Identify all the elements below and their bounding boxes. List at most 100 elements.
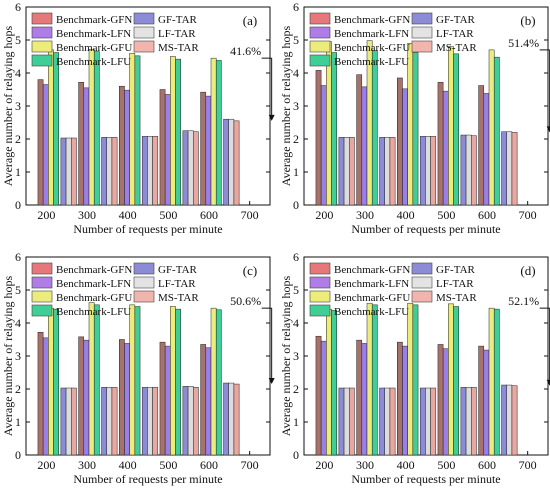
legend-swatch-benchmark-gfu <box>31 40 53 53</box>
y-tick-label: 1 <box>293 415 299 429</box>
bar-benchmark-gfu-group-3-benchmark <box>129 304 136 456</box>
legend-label-ms-tar: MS-TAR <box>436 292 477 304</box>
bar-ms-tar-group-4-tar <box>471 135 477 206</box>
bar-benchmark-gfn-group-2-benchmark <box>356 339 363 456</box>
x-tick-label: 300 <box>356 458 374 472</box>
y-tick-label: 4 <box>15 66 21 80</box>
y-tick-label: 5 <box>293 283 299 297</box>
bar-ms-tar-group-3-tar <box>430 136 437 206</box>
bar-benchmark-gfu-group-2-benchmark <box>366 302 373 456</box>
y-tick-label: 2 <box>15 382 21 396</box>
legend-label-benchmark-gfu: Benchmark-GFU <box>334 292 410 304</box>
x-tick-label: 600 <box>478 208 496 222</box>
x-tick-label: 400 <box>397 208 415 222</box>
bar-gf-tar-group-2-tar <box>379 387 385 456</box>
legend-swatch-benchmark-gfn <box>309 262 331 275</box>
y-axis-label: Average number of relaying hops <box>279 275 293 436</box>
legend-label-ms-tar: MS-TAR <box>158 42 199 54</box>
bar-ms-tar-group-4-tar <box>193 131 199 206</box>
legend-label-benchmark-lfn: Benchmark-LFN <box>334 28 409 40</box>
bar-benchmark-gfn-group-2-benchmark <box>78 336 85 456</box>
legend: Benchmark-GFN Benchmark-LFN Benchmark-GFU B… <box>31 12 199 68</box>
bar-benchmark-gfn-group-4-benchmark <box>437 344 444 456</box>
bar-benchmark-lfn-group-4-benchmark <box>442 348 449 456</box>
bar-gf-tar-group-1-tar <box>338 387 345 456</box>
bar-benchmark-lfn-group-2-benchmark <box>83 339 90 456</box>
bar-gf-tar-group-3-tar <box>419 387 426 456</box>
bar-gf-tar-group-5-tar <box>501 131 507 206</box>
bar-gf-tar-group-1-tar <box>338 137 345 206</box>
legend-label-gf-tar: GF-TAR <box>158 14 198 26</box>
bar-lf-tar-group-4-tar <box>187 386 194 456</box>
y-tick-label: 6 <box>293 250 299 264</box>
y-tick-label: 1 <box>15 165 21 179</box>
y-tick-label: 3 <box>293 99 299 113</box>
legend-swatch-ms-tar <box>411 40 433 53</box>
legend-swatch-ms-tar <box>411 290 433 303</box>
legend: Benchmark-GFN Benchmark-LFN Benchmark-GFU B… <box>309 12 477 68</box>
bar-benchmark-gfu-group-4-benchmark <box>448 303 454 456</box>
legend-swatch-benchmark-gfu <box>31 290 53 303</box>
bar-benchmark-gfu-group-5-benchmark <box>210 57 217 206</box>
legend-swatch-benchmark-lfu <box>309 54 331 67</box>
bar-ms-tar-group-5-tar <box>511 385 518 456</box>
y-tick-label: 5 <box>15 33 21 47</box>
bar-lf-tar-group-3-tar <box>425 387 431 456</box>
y-axis-label: Average number of relaying hops <box>279 25 293 186</box>
legend-swatch-lf-tar <box>133 276 155 289</box>
x-tick-label: 600 <box>200 458 218 472</box>
legend-swatch-gf-tar <box>411 262 433 275</box>
bar-benchmark-gfu-group-2-benchmark <box>88 48 95 206</box>
legend-label-benchmark-lfu: Benchmark-LFU <box>56 56 131 68</box>
y-tick-label: 3 <box>293 349 299 363</box>
bar-benchmark-gfn-group-1-benchmark <box>37 331 44 456</box>
bar-benchmark-gfn-group-3-benchmark <box>397 77 403 206</box>
x-tick-label: 400 <box>119 458 137 472</box>
bar-benchmark-lfn-group-4-benchmark <box>164 94 171 206</box>
annotation-arrow-head <box>546 126 550 133</box>
bar-ms-tar-group-1-tar <box>349 137 355 206</box>
legend-label-lf-tar: LF-TAR <box>436 28 474 40</box>
bar-benchmark-gfn-group-1-benchmark <box>315 70 322 206</box>
bar-benchmark-gfn-group-4-benchmark <box>437 81 444 206</box>
bar-benchmark-gfu-group-3-benchmark <box>129 52 136 206</box>
bar-lf-tar-group-2-tar <box>384 387 391 456</box>
legend-swatch-ms-tar <box>133 290 155 303</box>
x-tick-label: 500 <box>159 458 177 472</box>
bar-gf-tar-group-1-tar <box>60 137 67 206</box>
bar-benchmark-gfn-group-3-benchmark <box>119 339 125 456</box>
legend-swatch-gf-tar <box>133 262 155 275</box>
bar-gf-tar-group-4-tar <box>460 134 467 206</box>
bar-lf-tar-group-1-tar <box>65 137 72 206</box>
x-tick-label: 500 <box>159 208 177 222</box>
legend-swatch-benchmark-lfn <box>309 26 331 39</box>
y-tick-label: 0 <box>15 198 21 212</box>
bar-benchmark-lfu-group-2-benchmark <box>93 51 100 206</box>
bar-ms-tar-group-5-tar <box>511 132 518 206</box>
y-tick-label: 1 <box>293 165 299 179</box>
bar-gf-tar-group-3-tar <box>419 136 426 206</box>
x-tick-label: 600 <box>200 208 218 222</box>
legend-label-gf-tar: GF-TAR <box>436 264 476 276</box>
legend-swatch-benchmark-gfu <box>309 40 331 53</box>
y-tick-label: 2 <box>15 132 21 146</box>
legend-label-gf-tar: GF-TAR <box>436 14 476 26</box>
y-tick-label: 4 <box>15 316 21 330</box>
bar-lf-tar-group-3-tar <box>147 136 153 206</box>
bar-benchmark-lfu-group-4-benchmark <box>453 53 459 206</box>
bar-benchmark-gfn-group-5-benchmark <box>200 91 207 206</box>
annotation-arrow-head <box>546 379 550 386</box>
y-tick-label: 5 <box>293 33 299 47</box>
bar-benchmark-gfu-group-4-benchmark <box>170 56 176 206</box>
x-axis-label: Number of requests per minute <box>73 222 222 236</box>
bar-lf-tar-group-5-tar <box>506 384 513 456</box>
legend-label-gf-tar: GF-TAR <box>158 264 198 276</box>
x-tick-label: 200 <box>37 458 55 472</box>
bar-benchmark-lfn-group-5-benchmark <box>483 93 490 206</box>
x-tick-label: 300 <box>78 208 96 222</box>
legend-label-benchmark-lfu: Benchmark-LFU <box>334 306 409 318</box>
bar-benchmark-gfu-group-5-benchmark <box>488 307 495 456</box>
